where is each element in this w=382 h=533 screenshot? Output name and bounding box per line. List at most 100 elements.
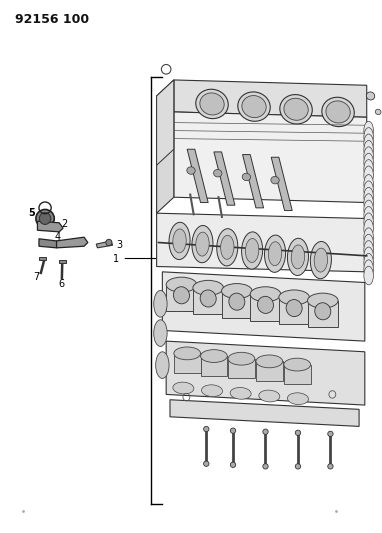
Polygon shape	[250, 294, 281, 321]
Polygon shape	[157, 80, 174, 165]
Ellipse shape	[364, 254, 374, 272]
Ellipse shape	[364, 213, 374, 232]
Polygon shape	[222, 291, 252, 318]
Polygon shape	[157, 80, 174, 213]
Polygon shape	[96, 241, 113, 248]
Ellipse shape	[364, 193, 374, 212]
Ellipse shape	[322, 97, 354, 127]
Polygon shape	[157, 213, 367, 272]
Ellipse shape	[230, 387, 251, 399]
Polygon shape	[308, 301, 338, 327]
Ellipse shape	[279, 290, 309, 305]
Ellipse shape	[192, 225, 213, 263]
Ellipse shape	[364, 235, 374, 253]
Polygon shape	[166, 341, 365, 405]
Ellipse shape	[364, 153, 374, 172]
Text: 4: 4	[55, 232, 61, 242]
Polygon shape	[174, 112, 367, 203]
Ellipse shape	[264, 235, 286, 272]
Ellipse shape	[166, 277, 197, 292]
Polygon shape	[170, 400, 359, 426]
Ellipse shape	[204, 426, 209, 432]
Ellipse shape	[291, 245, 305, 269]
Ellipse shape	[364, 207, 374, 225]
Ellipse shape	[200, 93, 224, 115]
Text: 7: 7	[33, 272, 39, 282]
Polygon shape	[201, 356, 227, 376]
Ellipse shape	[364, 141, 374, 159]
Polygon shape	[228, 359, 255, 378]
Ellipse shape	[314, 248, 328, 272]
Ellipse shape	[295, 464, 301, 469]
Text: 3: 3	[117, 240, 123, 250]
Ellipse shape	[295, 430, 301, 435]
Ellipse shape	[238, 92, 270, 122]
Text: 5: 5	[28, 208, 35, 218]
Ellipse shape	[364, 260, 374, 278]
Ellipse shape	[245, 239, 259, 262]
Ellipse shape	[193, 280, 223, 295]
Ellipse shape	[287, 238, 309, 276]
Ellipse shape	[263, 464, 268, 469]
Polygon shape	[256, 361, 283, 381]
Polygon shape	[39, 257, 46, 260]
Ellipse shape	[364, 220, 374, 238]
Polygon shape	[57, 237, 88, 248]
Text: 1: 1	[113, 254, 156, 263]
Polygon shape	[243, 155, 264, 208]
Ellipse shape	[259, 390, 280, 402]
Ellipse shape	[328, 464, 333, 469]
Ellipse shape	[364, 160, 374, 178]
Ellipse shape	[169, 222, 190, 260]
Ellipse shape	[284, 98, 308, 120]
Ellipse shape	[220, 236, 234, 259]
Ellipse shape	[200, 290, 216, 307]
Ellipse shape	[242, 95, 266, 118]
Ellipse shape	[217, 229, 238, 266]
Ellipse shape	[230, 428, 236, 433]
Ellipse shape	[326, 101, 350, 123]
Ellipse shape	[222, 284, 252, 298]
Ellipse shape	[228, 352, 255, 365]
Ellipse shape	[364, 147, 374, 165]
Ellipse shape	[174, 347, 201, 360]
Polygon shape	[162, 272, 365, 341]
Polygon shape	[214, 152, 235, 205]
Polygon shape	[174, 353, 201, 373]
Ellipse shape	[214, 169, 222, 177]
Ellipse shape	[187, 167, 195, 174]
Polygon shape	[37, 221, 63, 232]
Ellipse shape	[229, 293, 245, 310]
Text: 2: 2	[61, 219, 67, 229]
Ellipse shape	[376, 109, 381, 115]
Ellipse shape	[154, 290, 167, 317]
Ellipse shape	[201, 350, 227, 362]
Ellipse shape	[315, 303, 331, 320]
Ellipse shape	[257, 296, 274, 313]
Polygon shape	[193, 288, 223, 314]
Ellipse shape	[284, 358, 311, 371]
Ellipse shape	[242, 173, 251, 181]
Ellipse shape	[106, 239, 112, 246]
Ellipse shape	[310, 241, 332, 279]
Ellipse shape	[230, 462, 236, 467]
Ellipse shape	[268, 242, 282, 265]
Ellipse shape	[364, 247, 374, 265]
Ellipse shape	[364, 228, 374, 246]
Ellipse shape	[364, 134, 374, 153]
Polygon shape	[284, 365, 311, 384]
Ellipse shape	[328, 431, 333, 437]
Ellipse shape	[173, 229, 186, 253]
Polygon shape	[39, 239, 60, 248]
Ellipse shape	[364, 188, 374, 206]
Ellipse shape	[241, 232, 263, 269]
Ellipse shape	[36, 209, 54, 228]
Ellipse shape	[263, 429, 268, 434]
Polygon shape	[166, 285, 197, 311]
Ellipse shape	[204, 461, 209, 466]
Ellipse shape	[364, 266, 374, 285]
Ellipse shape	[271, 176, 279, 184]
Ellipse shape	[364, 175, 374, 193]
Ellipse shape	[39, 213, 51, 224]
Text: 6: 6	[58, 279, 64, 288]
